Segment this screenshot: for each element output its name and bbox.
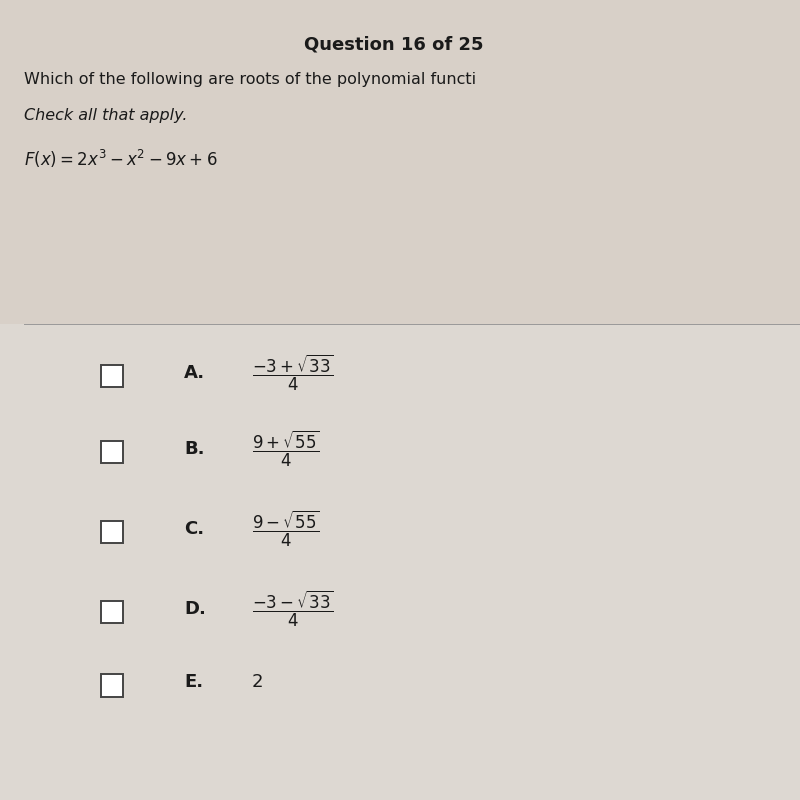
Text: Question 16 of 25: Question 16 of 25 bbox=[304, 36, 483, 54]
Text: $\dfrac{-3 + \sqrt{33}}{4}$: $\dfrac{-3 + \sqrt{33}}{4}$ bbox=[252, 353, 334, 393]
Text: $F(x) = 2x^3 - x^2 - 9x + 6$: $F(x) = 2x^3 - x^2 - 9x + 6$ bbox=[24, 148, 218, 170]
Text: 2: 2 bbox=[252, 674, 263, 691]
Text: $\dfrac{9 + \sqrt{55}}{4}$: $\dfrac{9 + \sqrt{55}}{4}$ bbox=[252, 429, 320, 469]
Text: $\dfrac{-3 - \sqrt{33}}{4}$: $\dfrac{-3 - \sqrt{33}}{4}$ bbox=[252, 589, 334, 629]
Text: B.: B. bbox=[184, 440, 205, 458]
Text: Which of the following are roots of the polynomial functi: Which of the following are roots of the … bbox=[24, 72, 476, 87]
FancyBboxPatch shape bbox=[101, 674, 123, 697]
FancyBboxPatch shape bbox=[101, 601, 123, 623]
Text: E.: E. bbox=[184, 674, 203, 691]
Text: C.: C. bbox=[184, 520, 204, 538]
FancyBboxPatch shape bbox=[0, 324, 800, 800]
FancyBboxPatch shape bbox=[101, 441, 123, 463]
Text: A.: A. bbox=[184, 364, 205, 382]
FancyBboxPatch shape bbox=[101, 521, 123, 543]
FancyBboxPatch shape bbox=[101, 365, 123, 387]
Text: D.: D. bbox=[184, 600, 206, 618]
Text: Check all that apply.: Check all that apply. bbox=[24, 108, 187, 123]
Text: $\dfrac{9 - \sqrt{55}}{4}$: $\dfrac{9 - \sqrt{55}}{4}$ bbox=[252, 509, 320, 549]
